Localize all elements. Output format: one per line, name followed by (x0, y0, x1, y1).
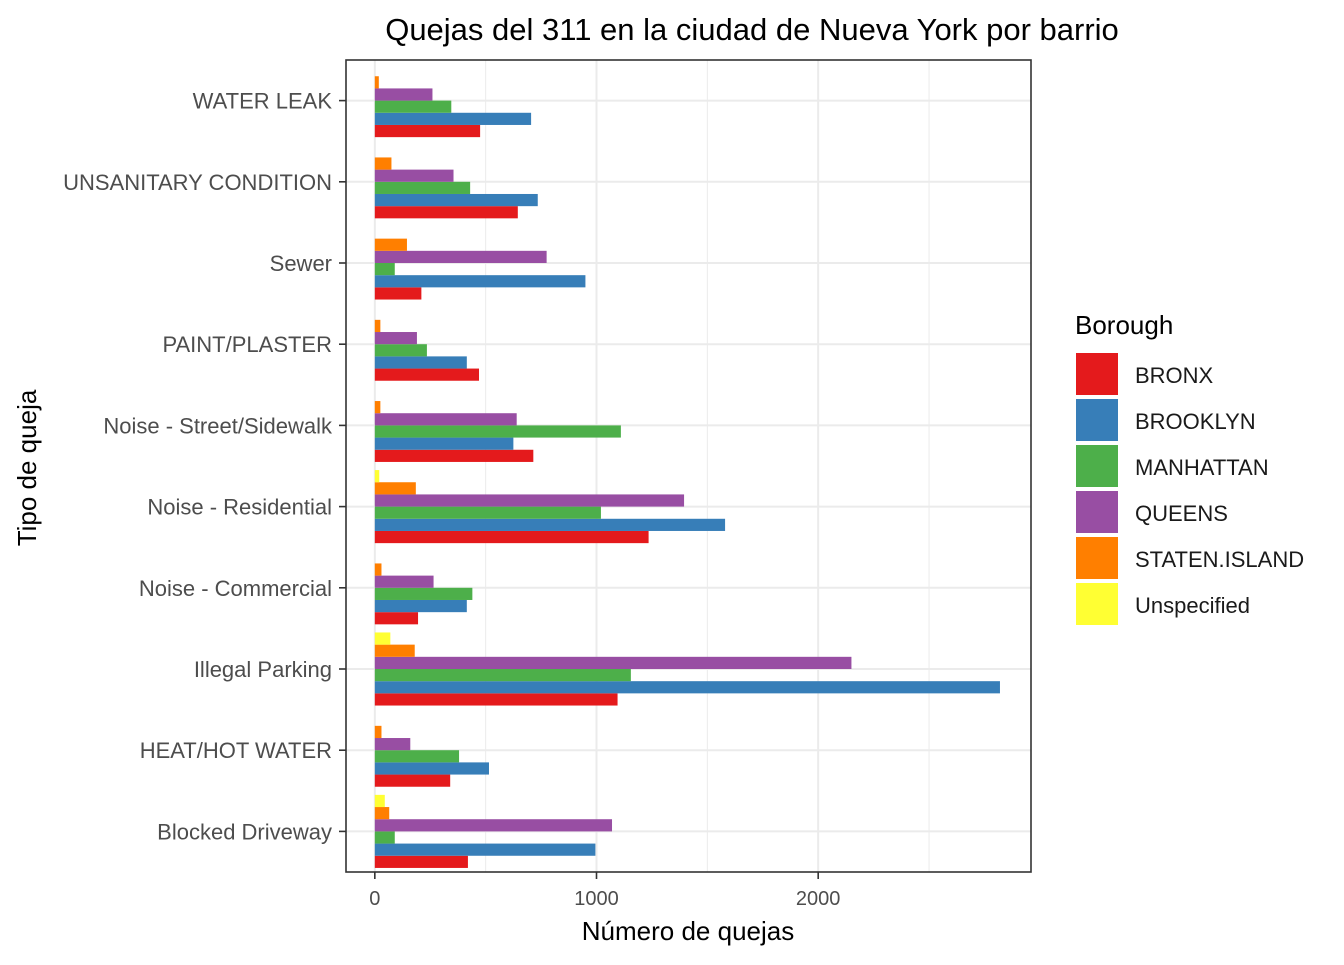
bar (374, 76, 379, 89)
y-tick-label: Illegal Parking (194, 657, 332, 682)
x-tick-label: 2000 (796, 888, 841, 910)
bar (374, 831, 395, 844)
legend-key (1076, 583, 1118, 625)
bar (374, 599, 467, 613)
bar (374, 401, 381, 414)
bar (374, 124, 481, 138)
bar (374, 368, 480, 381)
bar (374, 819, 613, 832)
legend-label: BRONX (1135, 363, 1214, 388)
x-axis-title: Número de quejas (582, 916, 794, 946)
legend-key (1076, 491, 1118, 533)
bar (374, 693, 618, 706)
bar (374, 88, 433, 101)
bar (374, 206, 518, 219)
bar (374, 725, 382, 739)
legend-key (1076, 399, 1118, 441)
bar (374, 656, 852, 669)
bar (374, 681, 1000, 694)
legend-label: BROOKLYN (1135, 409, 1256, 434)
bar (374, 193, 538, 207)
legend-label: Unspecified (1135, 593, 1250, 618)
bar (374, 344, 427, 357)
x-tick-label: 1000 (574, 888, 619, 910)
legend-label: QUEENS (1135, 501, 1228, 526)
bar (374, 169, 454, 182)
bar (374, 425, 621, 438)
y-tick-label: PAINT/PLASTER (162, 332, 332, 357)
y-tick-label: WATER LEAK (193, 89, 333, 114)
bar (374, 181, 471, 194)
legend-label: STATEN.ISLAND (1135, 547, 1304, 572)
bar (374, 263, 395, 276)
y-tick-label: UNSANITARY CONDITION (63, 170, 332, 195)
legend: Borough BRONX BROOKLYN MANHATTAN QUEENS STAT… (1075, 310, 1304, 625)
bar (374, 319, 381, 333)
bar (374, 563, 382, 576)
bar (374, 750, 460, 763)
bar (374, 250, 547, 263)
bar (374, 530, 649, 544)
bar (374, 287, 422, 300)
bar (374, 275, 586, 288)
y-axis-title: Tipo de queja (12, 389, 42, 546)
bar (374, 632, 391, 645)
legend-title: Borough (1075, 310, 1173, 340)
bar (374, 774, 451, 787)
bar (374, 482, 416, 495)
bar (374, 807, 390, 820)
x-tick-label: 0 (369, 888, 380, 910)
y-tick-label: Noise - Street/Sidewalk (103, 413, 333, 438)
bar (374, 669, 631, 682)
bar (374, 762, 489, 775)
y-tick-label: Noise - Commercial (139, 576, 332, 601)
chart-title: Quejas del 311 en la ciudad de Nueva Yor… (385, 12, 1119, 47)
bar (374, 437, 514, 450)
plot-area: WATER LEAK UNSANITARY CONDITION Sewer PAINT… (63, 59, 1032, 910)
bar (374, 238, 407, 251)
bar (374, 612, 419, 625)
bar (374, 332, 417, 345)
bar (374, 157, 392, 170)
plot-border (345, 59, 1032, 873)
bar (374, 506, 601, 519)
bar (374, 855, 468, 868)
y-tick-label: HEAT/HOT WATER (140, 738, 332, 763)
bar (374, 644, 415, 657)
bar (374, 413, 517, 426)
bar (374, 518, 726, 531)
y-tick-label: Noise - Residential (147, 495, 332, 520)
legend-key (1076, 445, 1118, 487)
bar (374, 100, 452, 113)
bar (374, 587, 473, 600)
bar (374, 470, 380, 483)
bar (374, 738, 411, 751)
y-tick-label: Blocked Driveway (157, 819, 332, 844)
legend-label: MANHATTAN (1135, 455, 1269, 480)
bar (374, 575, 434, 588)
bar (374, 843, 596, 856)
legend-key (1076, 537, 1118, 579)
legend-key (1076, 353, 1118, 395)
bar (374, 494, 685, 507)
bar (374, 449, 534, 462)
bar (374, 112, 532, 125)
bar (374, 794, 385, 808)
y-tick-label: Sewer (270, 251, 332, 276)
bar (374, 356, 467, 369)
